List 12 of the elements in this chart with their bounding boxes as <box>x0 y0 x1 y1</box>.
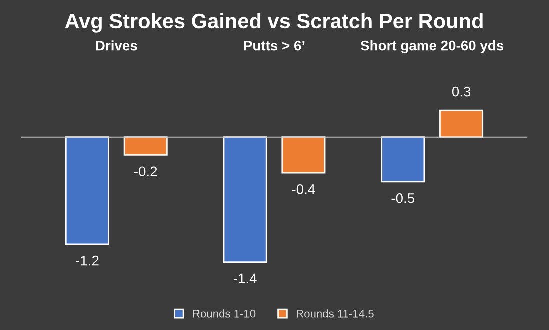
legend-label: Rounds 1-10 <box>193 310 256 318</box>
x-tick-label: Drives <box>96 40 138 51</box>
chart-title: Avg Strokes Gained vs Scratch Per Round <box>65 13 483 33</box>
data-label: -0.4 <box>292 184 316 194</box>
x-tick-label: Putts > 6’ <box>244 40 305 51</box>
data-label: -0.2 <box>134 166 158 177</box>
data-label: -0.5 <box>392 193 415 204</box>
data-label: 0.3 <box>452 86 471 97</box>
legend-label: Rounds 11-14.5 <box>296 310 374 318</box>
data-label: -1.2 <box>76 256 99 266</box>
data-label: -1.4 <box>234 274 257 284</box>
x-tick-label: Short game 20-60 yds <box>360 40 504 54</box>
